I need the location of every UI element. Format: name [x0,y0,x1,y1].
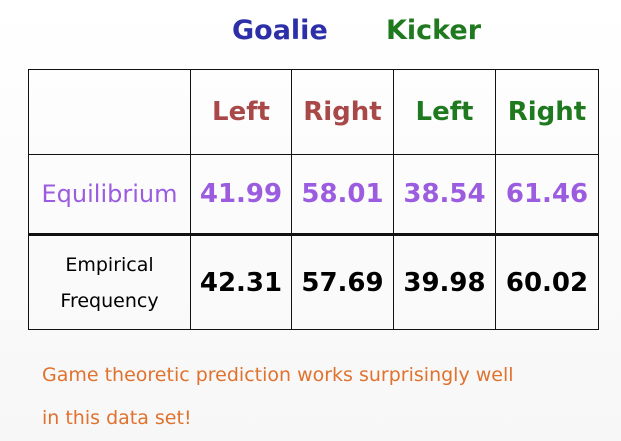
note-line-2: in this data set! [42,407,192,429]
row-label-equilibrium: Equilibrium [28,154,191,236]
row-label-empirical-line2: Frequency [60,289,159,312]
col-kicker-left: Left [393,69,496,155]
emp-goalie-left: 42.31 [190,234,292,330]
col-goalie-right: Right [291,69,394,155]
eq-kicker-right: 61.46 [495,154,599,236]
goalie-header: Goalie [232,15,328,46]
table-row-empirical: Empirical Frequency 42.31 57.69 39.98 60… [28,234,599,330]
eq-goalie-right: 58.01 [291,154,394,236]
table-row-equilibrium: Equilibrium 41.99 58.01 38.54 61.46 [28,154,599,236]
eq-kicker-left: 38.54 [393,154,496,236]
col-goalie-left: Left [190,69,292,155]
strategy-table-grid: Left Right Left Right Equilibrium 41.99 … [28,69,599,330]
emp-goalie-right: 57.69 [291,234,394,330]
eq-goalie-left: 41.99 [190,154,292,236]
row-label-empirical: Empirical Frequency [28,234,191,330]
note-line-1: Game theoretic prediction works surprisi… [42,364,514,386]
emp-kicker-left: 39.98 [393,234,496,330]
corner-cell [28,69,191,155]
emp-kicker-right: 60.02 [495,234,599,330]
kicker-header: Kicker [386,15,482,46]
row-label-empirical-line1: Empirical [65,253,154,276]
col-kicker-right: Right [495,69,599,155]
table-header-row: Left Right Left Right [28,69,599,155]
strategy-table: Left Right Left Right Equilibrium 41.99 … [28,69,599,330]
